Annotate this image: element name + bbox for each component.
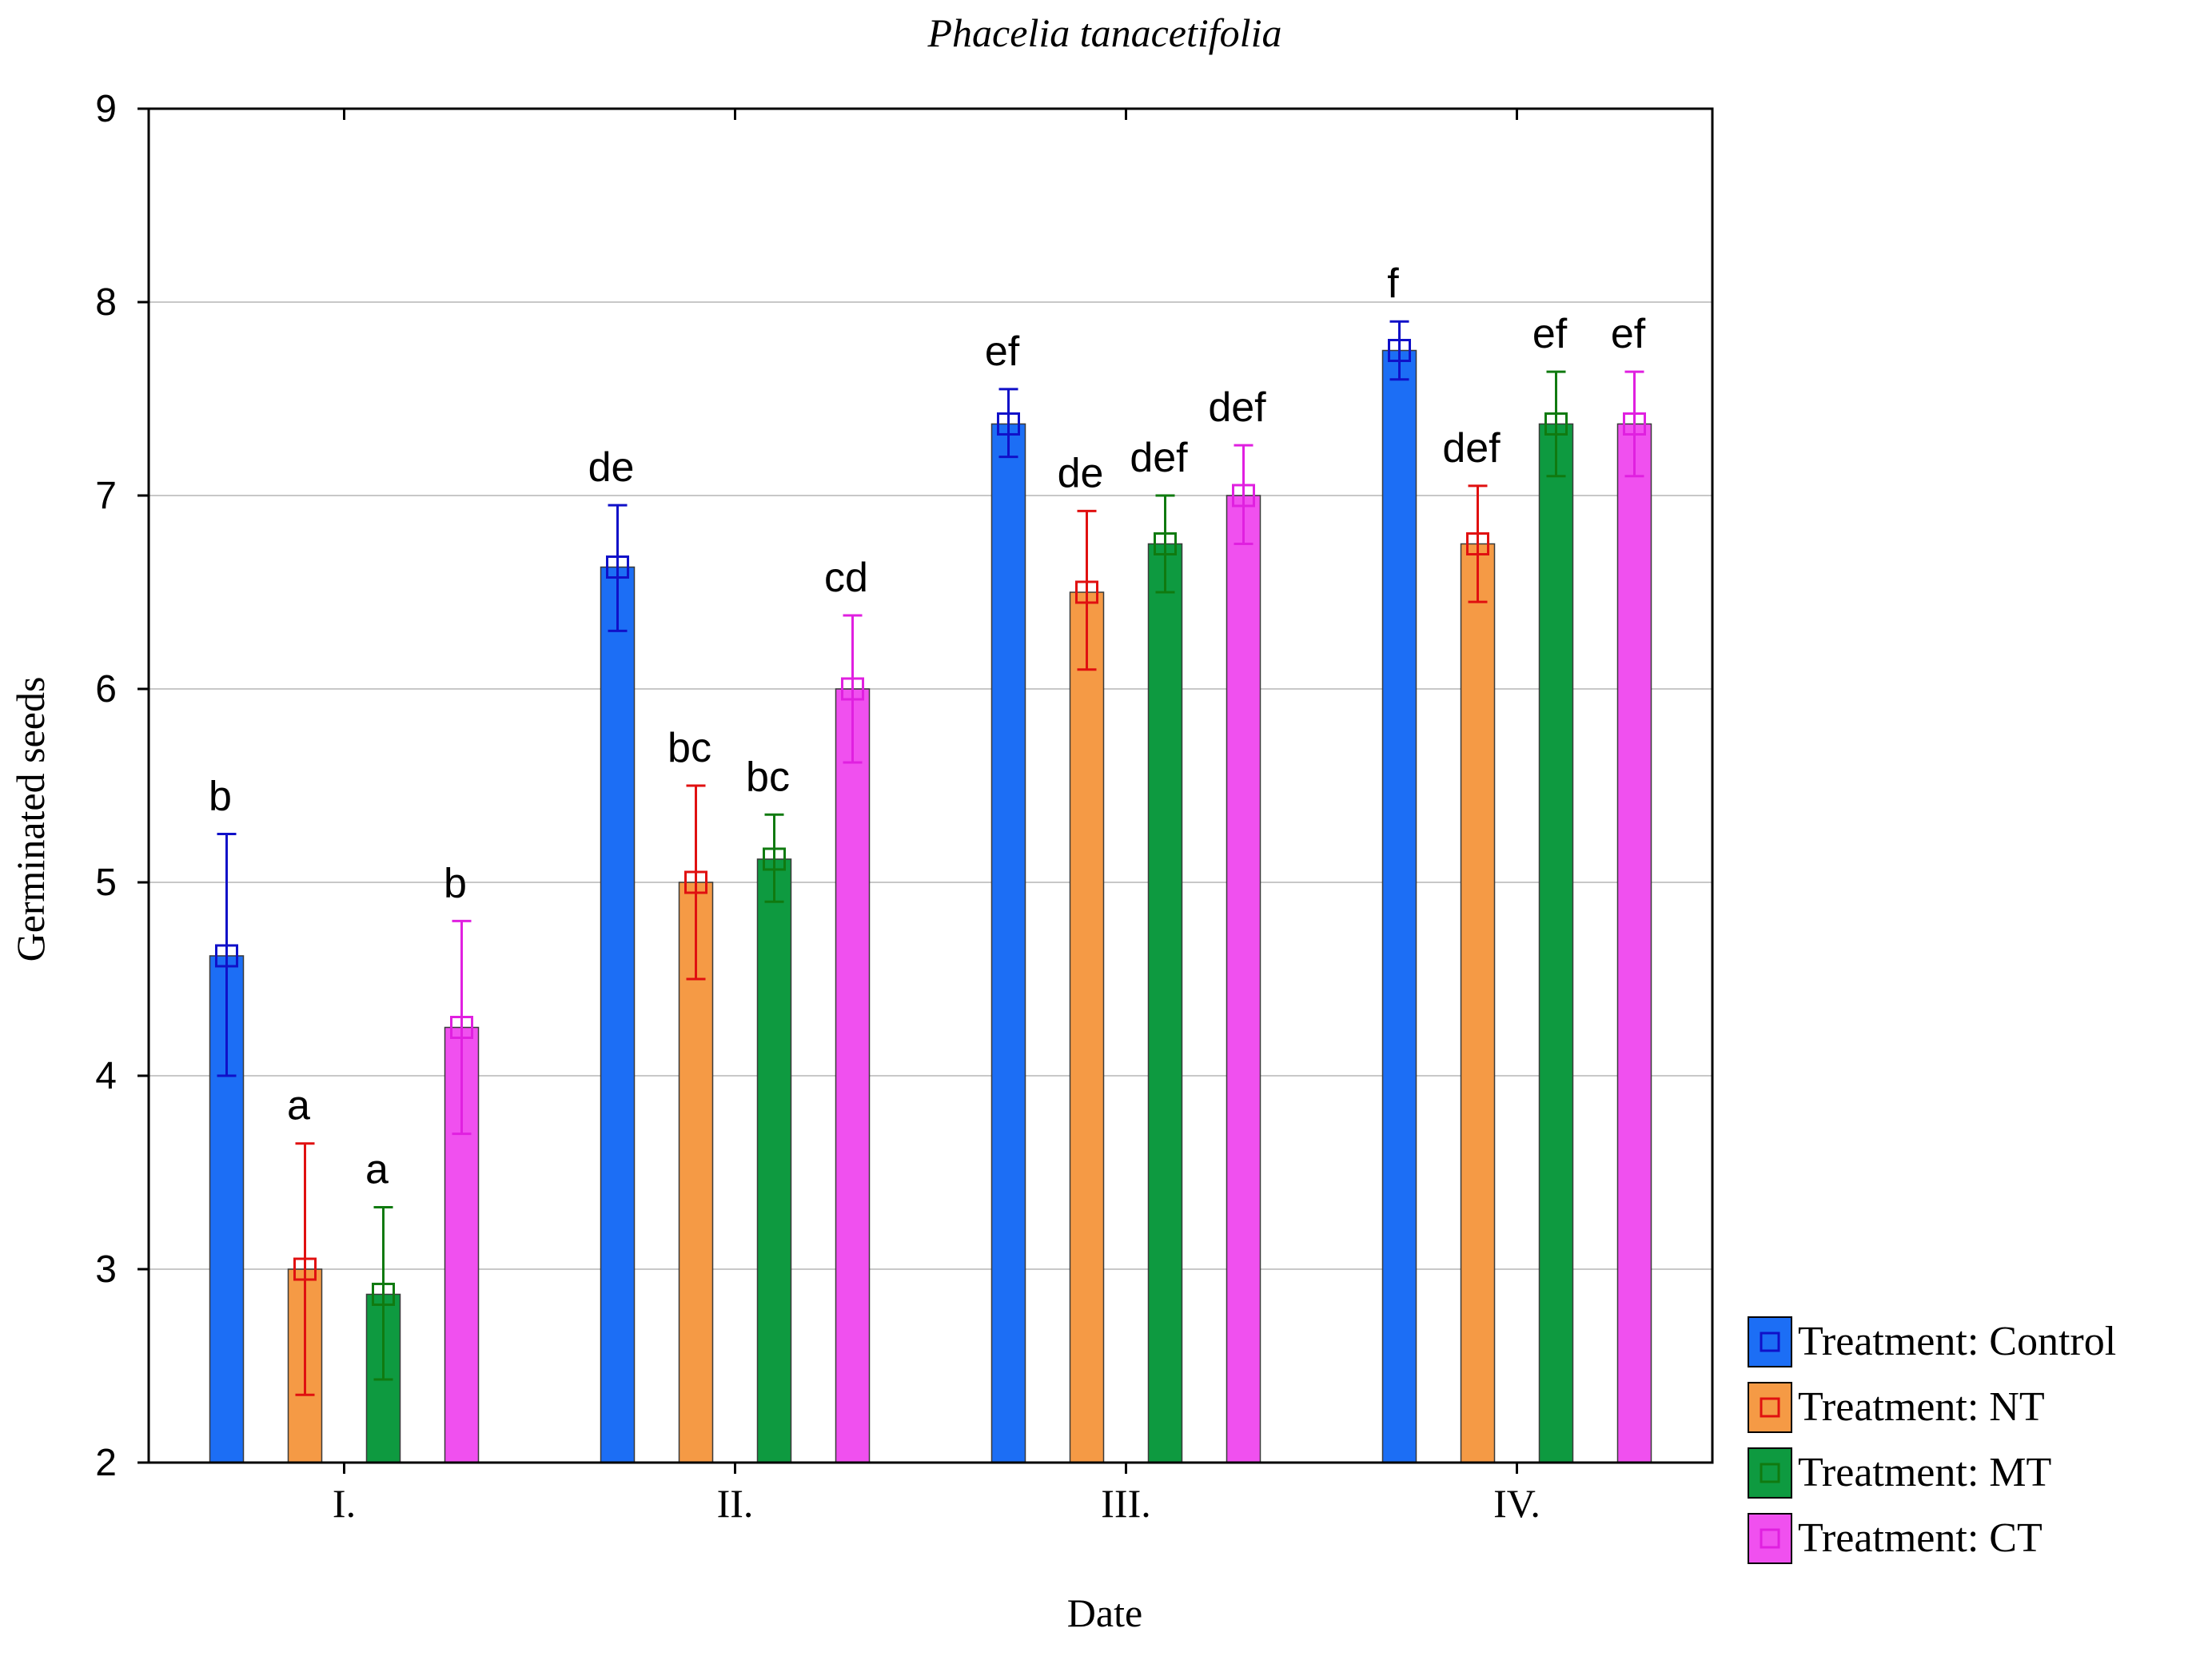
significance-letter: cd [824, 555, 868, 601]
legend-marker [1760, 1332, 1780, 1352]
bar [756, 858, 792, 1463]
legend-swatch [1748, 1447, 1792, 1499]
x-tick-label: III. [1101, 1481, 1150, 1526]
bar [1069, 591, 1105, 1463]
mean-marker [293, 1257, 317, 1281]
mean-marker [1466, 532, 1489, 555]
bar [1147, 543, 1183, 1463]
significance-letter: b [444, 860, 467, 906]
y-tick-label: 4 [95, 1055, 117, 1097]
significance-letter: b [209, 774, 232, 820]
bars [209, 349, 1652, 1463]
plot-frame [147, 107, 1714, 1464]
bar [1460, 543, 1496, 1463]
legend: Treatment: Control Treatment: NT Treatment… [1748, 1316, 2116, 1564]
mean-marker [215, 944, 238, 968]
y-tick-label: 8 [95, 281, 117, 324]
y-tick-label: 2 [95, 1442, 117, 1484]
mean-marker [1544, 412, 1568, 436]
significance-letter: a [365, 1147, 389, 1193]
legend-marker [1760, 1397, 1780, 1418]
axes: 2 3 4 5 6 7 8 9 I. II. III. IV. [95, 88, 1540, 1526]
mean-marker [372, 1282, 395, 1306]
significance-letter: bc [668, 725, 711, 771]
mean-marker [1388, 339, 1411, 362]
mean-marker [1154, 532, 1177, 555]
significance-letter: ef [985, 328, 1020, 375]
mean-marker [1623, 412, 1646, 436]
legend-label: Treatment: MT [1798, 1450, 2051, 1495]
y-tick-label: 6 [95, 668, 117, 711]
legend-swatch [1748, 1513, 1792, 1564]
significance-letter: ef [1532, 311, 1568, 357]
significance-letter: de [588, 444, 635, 491]
legend-label: Treatment: NT [1798, 1384, 2045, 1430]
bar [990, 423, 1026, 1463]
y-tick-label: 9 [95, 88, 117, 130]
x-axis-title: Date [1067, 1590, 1142, 1635]
mean-marker [1075, 580, 1098, 604]
y-tick-label: 5 [95, 862, 117, 904]
mean-marker [763, 847, 786, 871]
bar [600, 566, 636, 1463]
legend-swatch [1748, 1316, 1792, 1367]
significance-letter: def [1130, 435, 1188, 481]
legend-label: Treatment: Control [1798, 1319, 2116, 1364]
grid-lines [149, 301, 1712, 1270]
error-bars [215, 320, 1646, 1396]
significance-letter: f [1387, 261, 1399, 307]
mean-marker [997, 412, 1020, 436]
mean-marker [450, 1016, 473, 1039]
significance-letter: def [1208, 384, 1266, 431]
bar [1616, 423, 1652, 1463]
bar [1226, 495, 1261, 1463]
legend-marker [1760, 1463, 1780, 1483]
bar [835, 688, 871, 1463]
significance-letter: de [1058, 450, 1104, 496]
x-tick-label: I. [333, 1481, 356, 1526]
significance-letter: bc [746, 754, 790, 800]
mean-marker [606, 555, 629, 579]
chart-title: Phacelia tanacetifolia [927, 10, 1282, 55]
y-axis-title: Germinated seeds [8, 677, 53, 962]
legend-marker [1760, 1528, 1780, 1549]
mean-marker [1232, 484, 1255, 508]
significance-letter: ef [1611, 311, 1646, 357]
bar [1538, 423, 1574, 1463]
mean-marker [841, 677, 864, 701]
x-tick-label: II. [717, 1481, 754, 1526]
significance-letter: a [287, 1083, 310, 1129]
x-tick-label: IV. [1493, 1481, 1540, 1526]
y-tick-label: 3 [95, 1248, 117, 1291]
legend-label: Treatment: CT [1798, 1515, 2043, 1561]
legend-swatch [1748, 1382, 1792, 1433]
mean-marker [684, 870, 707, 894]
significance-letter: def [1442, 425, 1501, 472]
bar [1381, 349, 1417, 1463]
y-tick-label: 7 [95, 475, 117, 517]
